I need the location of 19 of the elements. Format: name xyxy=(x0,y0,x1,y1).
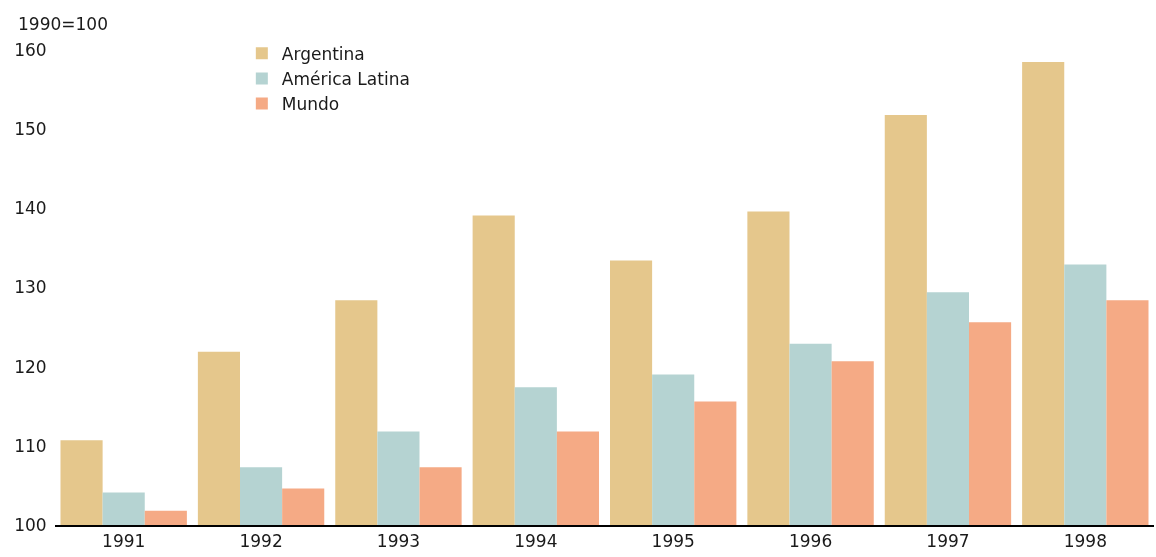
x-tick-label: 1993 xyxy=(376,531,421,552)
x-tick-label: 1998 xyxy=(1063,531,1107,552)
legend-label: Mundo xyxy=(281,94,340,115)
y-tick-label: 130 xyxy=(14,277,47,298)
x-tick-label: 1992 xyxy=(239,531,283,552)
y-tick-label: 110 xyxy=(14,435,47,456)
y-axis-title: 1990=100 xyxy=(18,14,108,34)
x-tick-label: 1991 xyxy=(102,531,146,552)
legend-label: Argentina xyxy=(281,43,365,64)
x-tick-label: 1994 xyxy=(514,531,558,552)
y-tick-label: 160 xyxy=(14,39,47,60)
legend-label: América Latina xyxy=(281,69,410,90)
x-tick-label: 1996 xyxy=(788,531,833,552)
y-tick-label: 100 xyxy=(14,514,47,535)
y-tick-label: 150 xyxy=(14,119,47,140)
x-tick-label: 1997 xyxy=(926,531,970,552)
y-tick-label: 140 xyxy=(14,198,47,219)
x-tick-label: 1995 xyxy=(651,531,695,552)
y-tick-label: 120 xyxy=(14,356,47,377)
